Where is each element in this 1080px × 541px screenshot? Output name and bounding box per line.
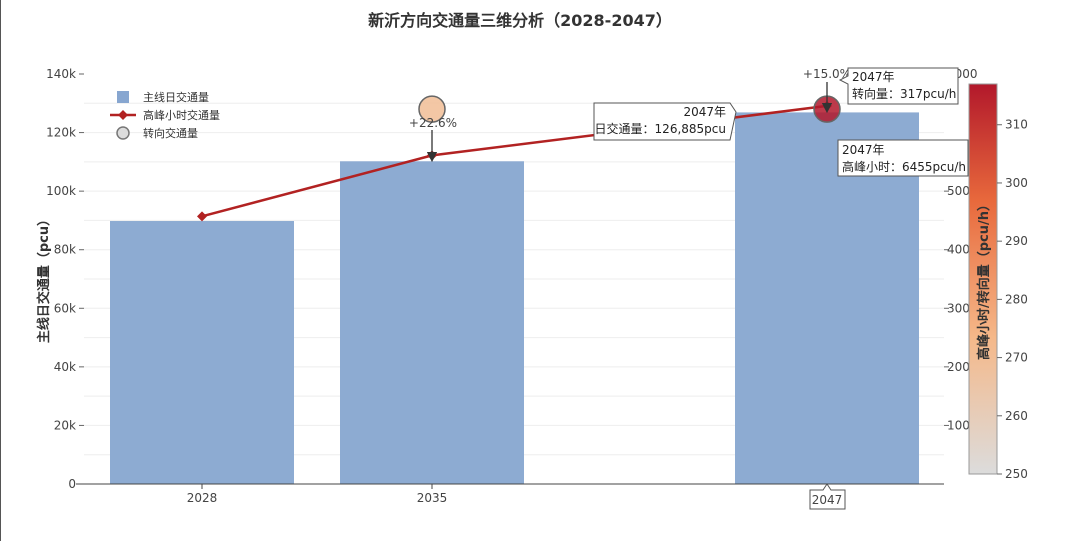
bubble-2035 <box>418 95 446 123</box>
colorbar-tick-label: 260 <box>1005 409 1028 423</box>
bar-2028 <box>110 221 294 484</box>
legend: 主线日交通量 高峰小时交通量 转向交通量 <box>110 90 220 140</box>
colorbar-tick-label: 250 <box>1005 467 1028 481</box>
bar-2035 <box>340 161 524 484</box>
tooltip-line-line1: 2047年 <box>842 143 885 157</box>
colorbar-title: 高峰小时/转向量（pcu/h） <box>976 198 992 360</box>
y-left-tick-label: 60k <box>54 301 76 315</box>
tooltip-line-2047: 2047年 高峰小时：6455pcu/h <box>837 139 969 177</box>
bar-series <box>110 112 919 485</box>
x-hover-text: 2047 <box>812 493 843 507</box>
legend-bubble-swatch <box>116 126 130 140</box>
colorbar-tick-label: 280 <box>1005 292 1028 306</box>
y-left-tick-label: 120k <box>46 126 76 140</box>
colorbar-tick-label: 310 <box>1005 118 1028 132</box>
x-tick-label: 2028 <box>187 491 218 505</box>
chart-title: 新沂方向交通量三维分析（2028-2047） <box>368 11 672 30</box>
legend-line-marker <box>118 110 128 120</box>
tooltip-bar-line1: 2047年 <box>683 105 726 119</box>
colorbar-ticks: 250 260 270 280 290 300 310 <box>997 118 1028 481</box>
legend-label-line: 高峰小时交通量 <box>143 108 220 122</box>
y-left-tick-label: 140k <box>46 67 76 81</box>
y-left-tick-label: 20k <box>54 418 76 432</box>
colorbar-tick-label: 290 <box>1005 234 1028 248</box>
colorbar-tick-label: 300 <box>1005 176 1028 190</box>
tooltip-turn-line1: 2047年 <box>852 70 895 84</box>
tooltip-bar-line2: 日交通量：126,885pcu <box>595 121 726 136</box>
tooltip-turn-line2: 转向量：317pcu/h <box>852 86 956 101</box>
line-point-2028 <box>197 211 207 222</box>
tooltip-line-line2: 高峰小时：6455pcu/h <box>842 159 966 174</box>
legend-bar-swatch <box>117 91 129 103</box>
x-hover-label: 2047 <box>809 483 846 510</box>
legend-label-bar: 主线日交通量 <box>143 90 209 104</box>
y-left-tick-label: 100k <box>46 184 76 198</box>
y-left-tick-label: 40k <box>54 360 76 374</box>
pct-change-2035: +22.6% <box>409 116 457 130</box>
colorbar: 250 260 270 280 290 300 310 高峰小时/转向量（pcu/h） <box>968 83 1028 481</box>
legend-label-bubble: 转向交通量 <box>143 126 198 140</box>
tooltip-turn-2047: 2047年 转向量：317pcu/h <box>838 67 959 105</box>
tooltip-bar-2047: 2047年 日交通量：126,885pcu <box>593 102 737 141</box>
pct-change-2047: +15.0% <box>803 67 851 81</box>
y-left-tick-label: 80k <box>54 243 76 257</box>
y-left-tick-label: 0 <box>68 477 76 491</box>
colorbar-tick-label: 270 <box>1005 351 1028 365</box>
y-left-axis-title: 主线日交通量（pcu） <box>36 213 52 343</box>
colorbar-gradient <box>968 83 998 475</box>
x-tick-label: 2035 <box>417 491 448 505</box>
